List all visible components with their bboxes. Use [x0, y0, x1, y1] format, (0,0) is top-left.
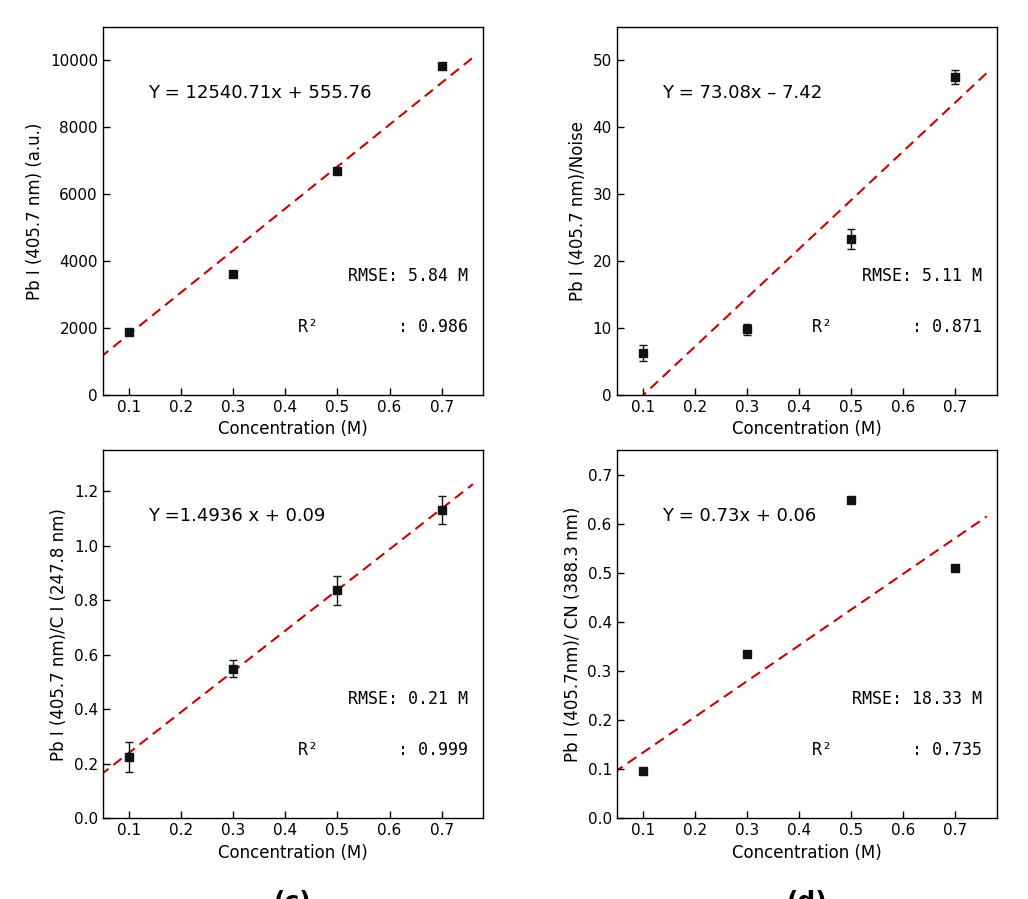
- Text: RMSE: 5.84 M: RMSE: 5.84 M: [348, 266, 468, 285]
- Text: Y = 12540.71x + 555.76: Y = 12540.71x + 555.76: [148, 85, 372, 102]
- Text: Y = 0.73x + 0.06: Y = 0.73x + 0.06: [662, 507, 816, 525]
- Y-axis label: Pb I (405.7 nm)/Noise: Pb I (405.7 nm)/Noise: [568, 121, 587, 301]
- X-axis label: Concentration (M): Concentration (M): [218, 421, 368, 439]
- Text: Y = 73.08x – 7.42: Y = 73.08x – 7.42: [662, 85, 822, 102]
- Text: Y =1.4936 x + 0.09: Y =1.4936 x + 0.09: [148, 507, 326, 525]
- Y-axis label: Pb I (405.7 nm)/C I (247.8 nm): Pb I (405.7 nm)/C I (247.8 nm): [50, 508, 68, 761]
- Text: R²        : 0.735: R² : 0.735: [812, 741, 982, 760]
- Text: R²        : 0.871: R² : 0.871: [812, 318, 982, 336]
- Text: RMSE: 0.21 M: RMSE: 0.21 M: [348, 690, 468, 708]
- Text: (b): (b): [786, 467, 828, 491]
- Text: R²        : 0.986: R² : 0.986: [298, 318, 468, 336]
- Text: (c): (c): [274, 890, 311, 899]
- X-axis label: Concentration (M): Concentration (M): [732, 421, 882, 439]
- Text: (d): (d): [786, 890, 828, 899]
- Text: RMSE: 5.11 M: RMSE: 5.11 M: [861, 266, 982, 285]
- Text: R²        : 0.999: R² : 0.999: [298, 741, 468, 760]
- Text: RMSE: 18.33 M: RMSE: 18.33 M: [852, 690, 982, 708]
- Y-axis label: Pb I (405.7nm)/ CN (388.3 nm): Pb I (405.7nm)/ CN (388.3 nm): [564, 506, 582, 761]
- Text: (a): (a): [273, 467, 313, 491]
- X-axis label: Concentration (M): Concentration (M): [218, 843, 368, 861]
- X-axis label: Concentration (M): Concentration (M): [732, 843, 882, 861]
- Y-axis label: Pb I (405.7 nm) (a.u.): Pb I (405.7 nm) (a.u.): [27, 122, 44, 299]
